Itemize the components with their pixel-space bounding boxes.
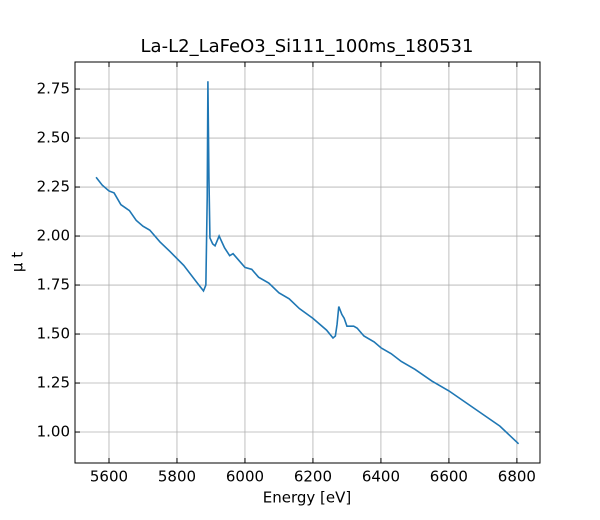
x-tick-label: 6000	[226, 468, 264, 486]
chart-title: La-L2_LaFeO3_Si111_100ms_180531	[141, 36, 474, 57]
x-axis-label: Energy [eV]	[263, 489, 351, 507]
y-tick-label: 1.50	[37, 325, 70, 343]
y-tick-label: 2.50	[37, 129, 70, 147]
x-tick-label: 6600	[430, 468, 468, 486]
x-tick-label: 6400	[362, 468, 400, 486]
y-tick-label: 2.25	[37, 178, 70, 196]
x-tick-label: 5600	[90, 468, 128, 486]
x-tick-label: 6800	[498, 468, 536, 486]
x-tick-label: 5800	[158, 468, 196, 486]
data-line	[95, 81, 520, 445]
x-tick-label: 6200	[294, 468, 332, 486]
y-tick-label: 2.00	[37, 227, 70, 245]
plot-frame	[74, 61, 541, 464]
y-axis-label: μ t	[9, 252, 27, 272]
y-tick-label: 1.00	[37, 423, 70, 441]
y-tick-label: 1.75	[37, 276, 70, 294]
y-tick-label: 2.75	[37, 80, 70, 98]
y-tick-label: 1.25	[37, 374, 70, 392]
